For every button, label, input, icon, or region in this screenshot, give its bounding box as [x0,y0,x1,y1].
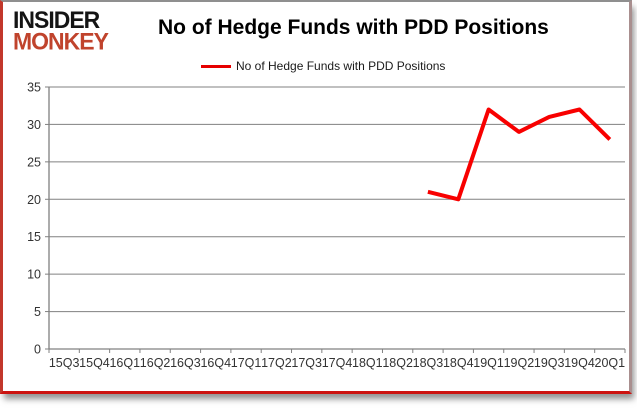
x-tick-label: 19Q2 [504,356,535,370]
axes [45,86,626,353]
x-tick-label: 18Q4 [443,356,474,370]
x-tick-label: 17Q4 [322,356,353,370]
x-tick-label: 16Q1 [109,356,140,370]
chart-frame: INSIDER MONKEY No of Hedge Funds with PD… [0,0,632,394]
x-tick-label: 19Q1 [473,356,504,370]
x-tick-label: 18Q2 [382,356,413,370]
x-tick-label: 17Q1 [231,356,262,370]
x-tick-label: 16Q4 [200,356,231,370]
x-tick-label: 16Q3 [170,356,201,370]
insider-monkey-logo: INSIDER MONKEY [13,6,109,56]
y-tick-label: 10 [27,268,41,282]
x-tick-label: 18Q3 [413,356,444,370]
x-tick-label: 20Q1 [595,356,626,370]
y-tick-label: 0 [34,343,41,357]
x-axis-tick-labels: 15Q3 15Q4 16Q1 16Q2 16Q3 16Q4 17Q1 17Q2 17Q3 17Q4… [49,356,625,370]
y-tick-label: 20 [27,193,41,207]
x-tick-label: 16Q2 [140,356,171,370]
y-tick-label: 15 [27,230,41,244]
legend: No of Hedge Funds with PDD Positions [201,59,445,73]
page-title: No of Hedge Funds with PDD Positions [158,16,549,39]
series-line [427,107,612,202]
x-tick-label: 17Q2 [261,356,292,370]
x-tick-label: 15Q3 [49,356,80,370]
x-tick-label: 15Q4 [79,356,110,370]
y-tick-label: 25 [27,155,41,169]
series-polyline [427,107,612,202]
x-tick-label: 19Q4 [564,356,595,370]
y-tick-label: 35 [27,81,41,95]
x-tick-label: 17Q3 [291,356,322,370]
y-axis-tick-labels: 0 5 10 15 20 25 30 35 [27,81,41,357]
x-tick-label: 18Q1 [352,356,383,370]
y-tick-label: 30 [27,118,41,132]
logo-line-insider: INSIDER [13,6,100,34]
x-tick-label: 19Q3 [534,356,565,370]
legend-label: No of Hedge Funds with PDD Positions [236,59,446,73]
y-tick-label: 5 [34,305,41,319]
gridlines [49,86,625,313]
legend-line-swatch-icon [201,64,231,68]
logo-line-monkey: MONKEY [13,28,109,56]
